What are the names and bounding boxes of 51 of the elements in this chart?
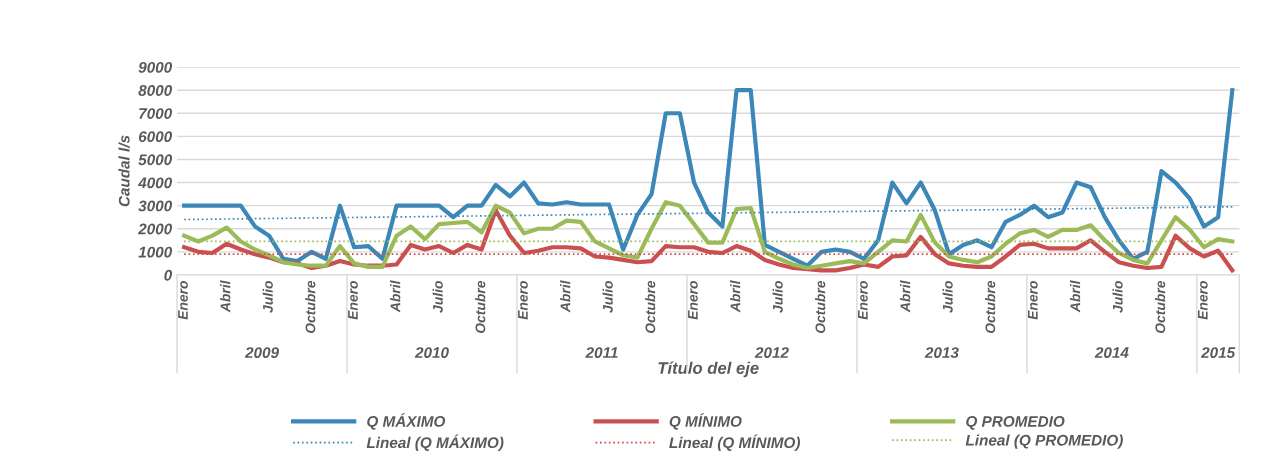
y-tick-label: 5000 [138,154,173,166]
y-axis-title: Caudal l/s [118,135,130,207]
x-tick-label: Enero [178,280,188,320]
y-tick-label: 3000 [138,200,173,212]
x-tick-label: Enero [858,280,868,320]
x-tick-label: Enero [1198,280,1208,320]
y-tick-label: 4000 [137,177,173,189]
x-tick-label: Abril [560,280,571,313]
x-tick-label: Octubre [645,280,656,334]
text: 2010 [414,347,449,359]
text: 2015 [1200,347,1236,359]
x-tick-label: Enero [1028,280,1038,320]
x-tick-label: Julio [262,280,273,313]
x-tick-label: Julio [432,280,443,313]
x-tick-label: Octubre [985,280,996,334]
x-tick-label: Enero [348,280,358,320]
x-tick-label: Octubre [815,280,826,334]
y-tick-label: 0 [164,269,173,281]
x-tick-label: Enero [688,280,698,320]
x-tick-label: Julio [602,280,613,313]
text: 2013 [924,347,959,359]
x-tick-label: Octubre [305,280,316,334]
x-tick-label: Julio [1112,280,1123,313]
legend-label: Q PROMEDIO [966,416,1065,430]
x-tick-label: Julio [942,280,953,313]
x-tick-label: Abril [900,280,911,313]
x-tick-label: Julio [772,280,783,313]
x-tick-label: Abril [1070,280,1081,313]
legend-label: Q MÍNIMO [669,413,742,430]
x-tick-label: Octubre [475,280,486,334]
x-tick-label: Abril [220,280,231,313]
x-tick-label: Enero [518,280,528,320]
line-series [182,88,1235,268]
x-tick-label: Octubre [1155,280,1166,334]
text: 2011 [585,347,618,359]
y-tick-label: 9000 [138,61,173,73]
legend-label: Lineal (Q MÁXIMO) [366,434,504,452]
text: 2009 [244,347,279,359]
x-axis-title: Título del eje [658,361,759,378]
text: 2012 [754,347,789,359]
text: 2014 [1094,347,1129,359]
x-tick-label: Abril [390,280,401,313]
y-tick-label: 1000 [138,246,173,258]
legend-label: Q MÁXIMO [367,413,446,430]
y-tick-label: 6000 [138,131,173,143]
legend-label: Lineal (Q PROMEDIO) [965,434,1123,449]
y-tick-label: 2000 [137,223,173,235]
legend-label: Lineal (Q MÍNIMO) [669,434,801,452]
y-tick-label: 7000 [139,108,173,119]
x-tick-label: Abril [730,280,741,313]
y-tick-label: 8000 [138,85,173,96]
